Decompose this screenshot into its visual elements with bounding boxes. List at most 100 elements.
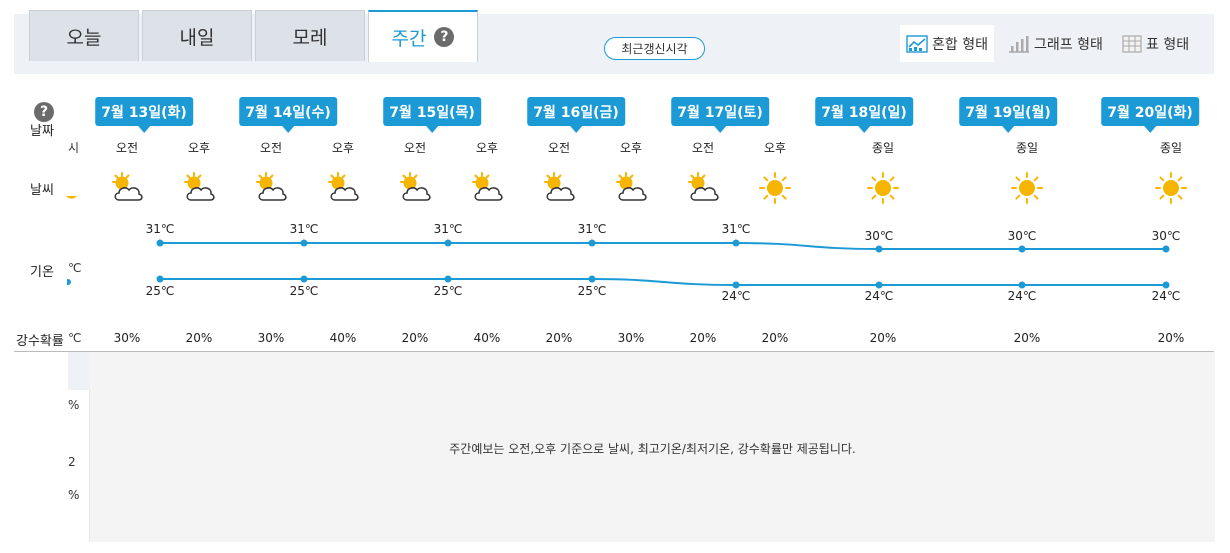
min-temp-label: 24℃ <box>721 289 751 303</box>
row-label-precip: 강수확률 <box>16 334 64 349</box>
precip-value: 20% <box>1157 331 1185 345</box>
help-icon[interactable]: ? <box>434 27 455 47</box>
precip-value: 30% <box>113 331 141 345</box>
refresh-time-button[interactable]: 최근갱신시각 <box>604 37 705 60</box>
max-temp-line <box>160 241 1166 251</box>
precip-value: 30% <box>617 331 645 345</box>
precip-value: 30% <box>257 331 285 345</box>
clipped-sun-icon <box>66 187 77 199</box>
table-icon <box>1122 34 1142 53</box>
precip-value: 20% <box>545 331 573 345</box>
view-table-label: 표 형태 <box>1146 36 1190 53</box>
view-mixed-button[interactable]: 혼합 형태 <box>900 25 994 62</box>
min-temp-point <box>875 281 883 289</box>
period-label: 오후 <box>475 141 499 155</box>
row-label-temp: 기온 <box>30 265 54 280</box>
precip-value: 40% <box>473 331 501 345</box>
date-badge: 7월 15일(목) <box>383 97 481 133</box>
max-temp-point <box>444 239 452 247</box>
period-label: 종일 <box>871 141 895 155</box>
tab-today[interactable]: 오늘 <box>29 10 139 61</box>
clipped-precip-text: ℃ <box>68 331 82 345</box>
min-temp-point <box>1018 281 1026 289</box>
max-temp-point <box>1018 245 1026 253</box>
max-temp-label: 30℃ <box>1007 229 1037 243</box>
row-help-icon[interactable]: ? <box>34 102 54 122</box>
weekly-notice-text: 주간예보는 오전,오후 기준으로 날씨, 최고기온/최저기온, 강수확률만 제공… <box>449 442 856 456</box>
precip-value: 20% <box>1013 331 1041 345</box>
max-temp-point <box>732 239 740 247</box>
refresh-time-label: 최근갱신시각 <box>621 42 688 56</box>
tab-tomorrow[interactable]: 내일 <box>142 10 252 61</box>
view-graph-button[interactable]: 그래프 형태 <box>1002 25 1109 62</box>
clipped-left-panel-header <box>68 352 90 390</box>
view-mixed-label: 혼합 형태 <box>932 36 988 53</box>
clipped-pct-text: % <box>68 398 80 412</box>
clipped-period-text: 시 <box>68 141 80 155</box>
max-temp-point <box>1162 245 1170 253</box>
mixed-chart-icon <box>906 34 928 53</box>
min-temp-point <box>300 275 308 283</box>
tab-today-label: 오늘 <box>66 26 102 49</box>
date-badge: 7월 14일(수) <box>239 97 337 133</box>
date-badge: 7월 16일(금) <box>527 97 625 133</box>
period-label: 오전 <box>691 141 715 155</box>
date-badge: 7월 17일(토) <box>671 97 769 133</box>
view-table-button[interactable]: 표 형태 <box>1116 25 1195 62</box>
max-temp-label: 30℃ <box>1151 229 1181 243</box>
min-temp-label: 25℃ <box>145 284 175 298</box>
period-label: 오전 <box>403 141 427 155</box>
date-badge: 7월 18일(일) <box>815 97 913 133</box>
clipped-pct-text: % <box>68 488 80 502</box>
clipped-temp-dot <box>67 279 71 285</box>
max-temp-point <box>300 239 308 247</box>
max-temp-label: 31℃ <box>289 222 319 236</box>
max-temp-label: 30℃ <box>864 229 894 243</box>
date-badge: 7월 19일(월) <box>959 97 1057 133</box>
period-label: 종일 <box>1015 141 1039 155</box>
max-temp-label: 31℃ <box>433 222 463 236</box>
min-temp-point <box>588 275 596 283</box>
precip-value: 20% <box>401 331 429 345</box>
row-label-date: 날짜 <box>30 124 54 139</box>
tab-day-after[interactable]: 모레 <box>255 10 365 61</box>
weekly-notice-panel: 주간예보는 오전,오후 기준으로 날씨, 최고기온/최저기온, 강수확률만 제공… <box>90 352 1215 542</box>
min-temp-point <box>732 281 740 289</box>
max-temp-point <box>588 239 596 247</box>
min-temp-label: 25℃ <box>577 284 607 298</box>
max-temp-point <box>875 245 883 253</box>
min-temp-line <box>160 277 1166 287</box>
view-graph-label: 그래프 형태 <box>1034 36 1103 53</box>
period-label: 오전 <box>259 141 283 155</box>
min-temp-point <box>156 275 164 283</box>
tab-weekly[interactable]: 주간 ? <box>368 10 478 62</box>
bar-graph-icon <box>1009 35 1029 53</box>
precip-value: 40% <box>329 331 357 345</box>
date-badge: 7월 13일(화) <box>95 97 193 133</box>
precip-value: 20% <box>869 331 897 345</box>
min-temp-point <box>444 275 452 283</box>
tab-tomorrow-label: 내일 <box>179 26 215 49</box>
period-label: 오전 <box>115 141 139 155</box>
period-label: 오후 <box>187 141 211 155</box>
period-label: 오후 <box>619 141 643 155</box>
period-label: 오후 <box>763 141 787 155</box>
max-temp-label: 31℃ <box>577 222 607 236</box>
section-divider <box>14 351 1214 352</box>
min-temp-label: 24℃ <box>864 289 894 303</box>
max-temp-label: 31℃ <box>721 222 751 236</box>
temperature-chart <box>156 239 1170 289</box>
clipped-temp-text: ℃ <box>68 261 82 275</box>
tab-day-after-label: 모레 <box>292 26 328 49</box>
clipped-left-panel <box>68 352 90 542</box>
row-label-weather: 날씨 <box>30 183 54 198</box>
min-temp-label: 25℃ <box>433 284 463 298</box>
max-temp-label: 31℃ <box>145 222 175 236</box>
period-label: 오후 <box>331 141 355 155</box>
min-temp-label: 24℃ <box>1151 289 1181 303</box>
period-label: 종일 <box>1159 141 1183 155</box>
clipped-mark-text: 2 <box>68 455 76 469</box>
date-badge: 7월 20일(화) <box>1101 97 1199 133</box>
precip-value: 20% <box>185 331 213 345</box>
tab-weekly-label: 주간 <box>391 27 427 50</box>
